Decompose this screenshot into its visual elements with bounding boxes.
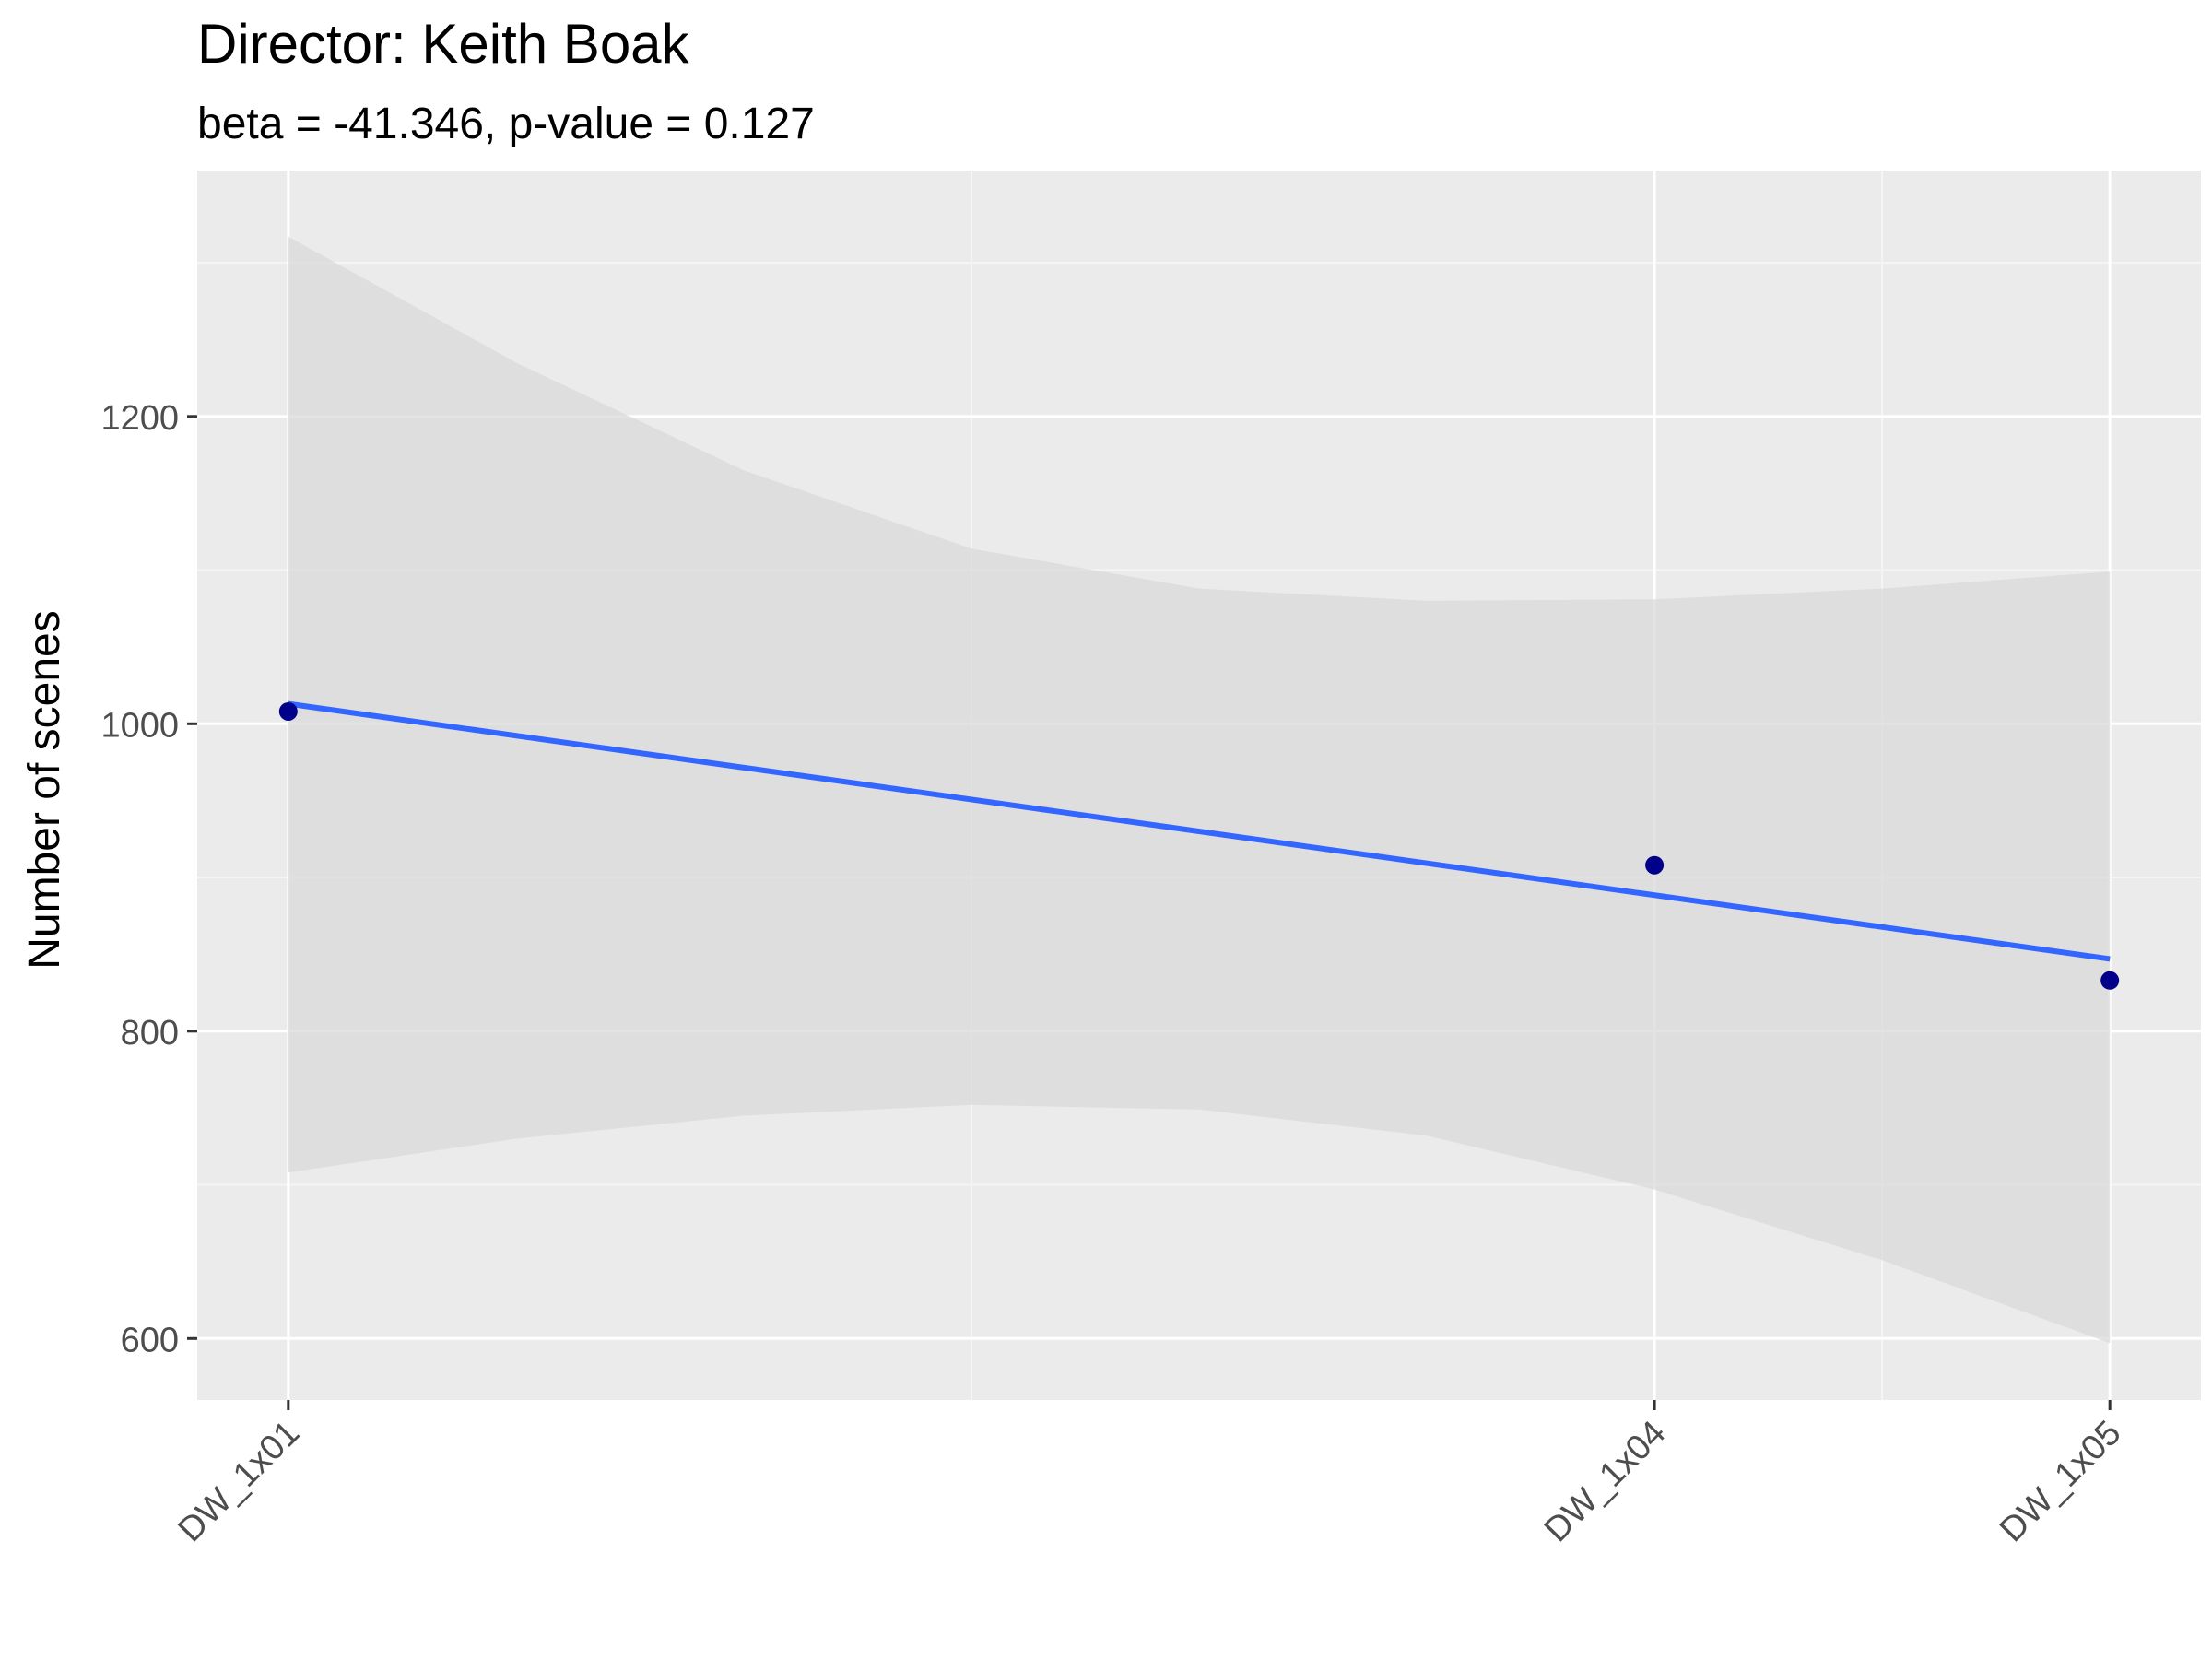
x-tick-label: DW_1x05 (1993, 1414, 2129, 1550)
chart-subtitle: beta = -41.346, p-value = 0.127 (197, 100, 815, 148)
data-point (2100, 971, 2120, 990)
data-points (278, 701, 2120, 990)
y-tick-label: 800 (121, 1014, 179, 1053)
y-tick-label: 1000 (100, 706, 179, 745)
data-point (1645, 855, 1665, 875)
y-axis: 600 800 1000 1200 (100, 399, 197, 1359)
x-tick-label: DW_1x04 (1537, 1414, 1674, 1550)
y-axis-title: Number of scenes (20, 610, 69, 970)
y-tick-label: 1200 (100, 399, 179, 438)
data-point (278, 701, 298, 721)
y-tick-label: 600 (121, 1321, 179, 1359)
chart-title: Director: Keith Boak (197, 13, 690, 75)
x-axis: DW_1x01 DW_1x04 DW_1x05 (171, 1400, 2129, 1549)
confidence-band (288, 236, 2111, 1344)
regression-line (288, 700, 2111, 962)
x-tick-label: DW_1x01 (171, 1414, 308, 1550)
